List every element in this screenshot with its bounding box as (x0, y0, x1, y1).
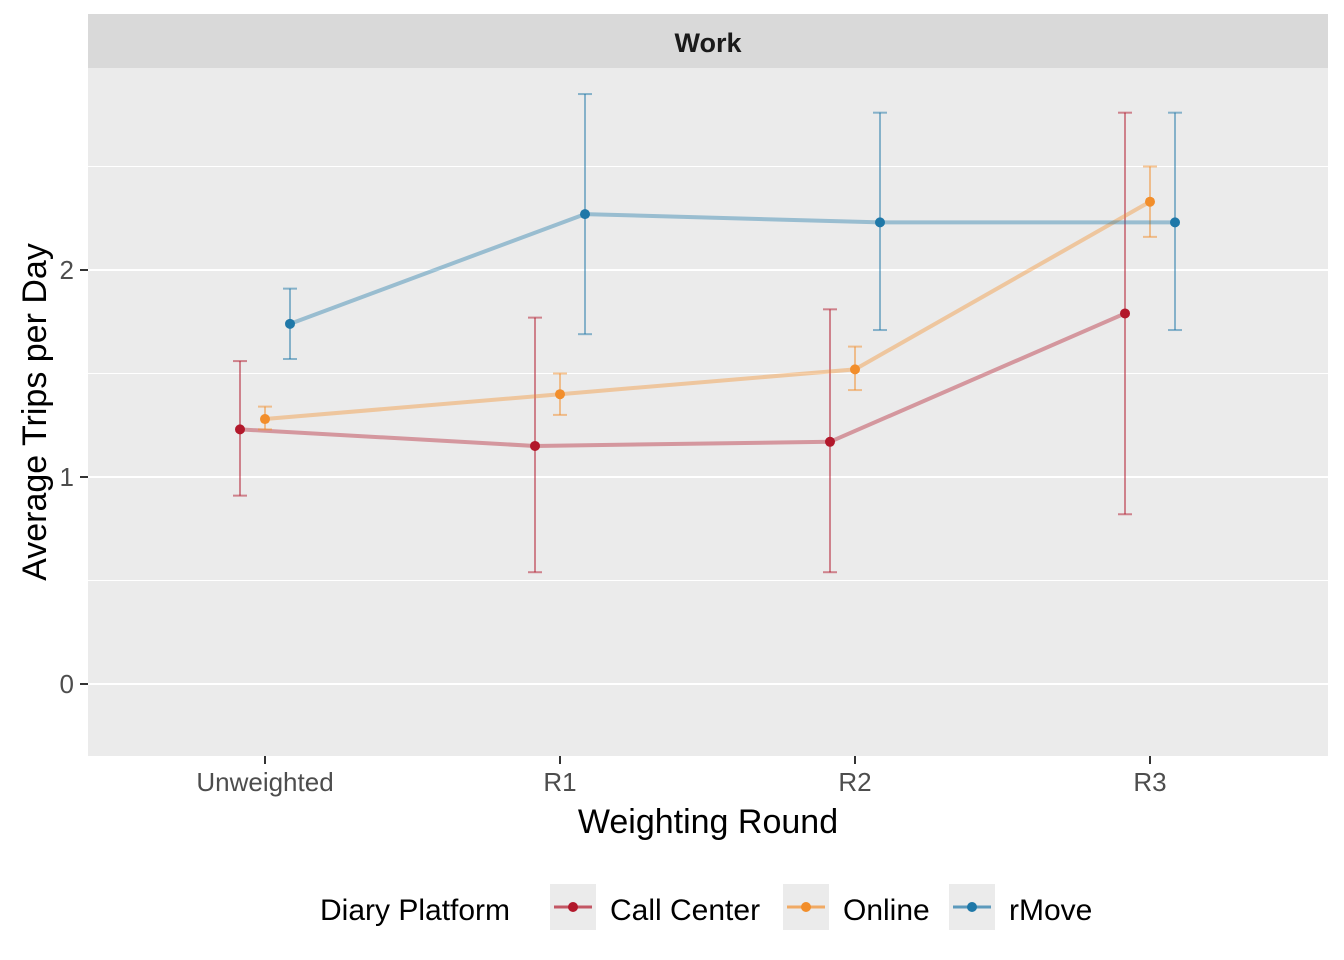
x-tick-label: R3 (1133, 767, 1166, 797)
legend-key-point (568, 902, 578, 912)
data-point (1145, 196, 1155, 207)
legend-item-call-center: Call Center (550, 884, 760, 930)
y-axis: 0 1 2 (60, 255, 88, 699)
x-tick-label: R2 (838, 767, 871, 797)
legend-title: Diary Platform (320, 894, 510, 927)
legend-label: Online (843, 894, 930, 927)
legend-item-online: Online (783, 884, 930, 930)
series-rmove (283, 93, 1182, 361)
y-tick-label: 1 (60, 462, 74, 492)
plot-panel (88, 68, 1328, 756)
x-tick-label: Unweighted (196, 767, 333, 797)
grid-minor (88, 166, 1328, 581)
facet-title: Work (674, 28, 742, 58)
data-point (875, 217, 885, 228)
series-call-center (233, 111, 1132, 574)
series-line (289, 212, 1175, 326)
data-point (825, 436, 835, 447)
x-axis: Unweighted R1 R2 R3 (196, 756, 1167, 797)
data-point (1120, 308, 1130, 319)
facet-strip (88, 14, 1328, 68)
data-point (285, 318, 295, 329)
data-point (555, 389, 565, 400)
legend-key-point (967, 902, 977, 912)
series-layer (233, 93, 1182, 574)
grid-major (88, 269, 1328, 685)
legend-label: Call Center (610, 894, 760, 927)
legend: Diary Platform Call Center Online rMove (320, 884, 1092, 930)
legend-item-rmove: rMove (949, 884, 1092, 930)
y-tick-label: 2 (60, 255, 74, 285)
series-online (258, 165, 1157, 431)
data-point (1170, 217, 1180, 228)
data-point (580, 209, 590, 220)
series-line (239, 311, 1126, 448)
x-tick-label: R1 (543, 767, 576, 797)
data-point (530, 440, 540, 451)
series-line (264, 199, 1151, 422)
y-axis-title: Average Trips per Day (16, 243, 54, 581)
y-tick-label: 0 (60, 669, 74, 699)
data-point (850, 364, 860, 375)
legend-label: rMove (1009, 894, 1092, 927)
x-axis-title: Weighting Round (578, 803, 838, 841)
data-point (260, 414, 270, 425)
data-point (235, 424, 245, 435)
legend-key-point (801, 902, 811, 912)
